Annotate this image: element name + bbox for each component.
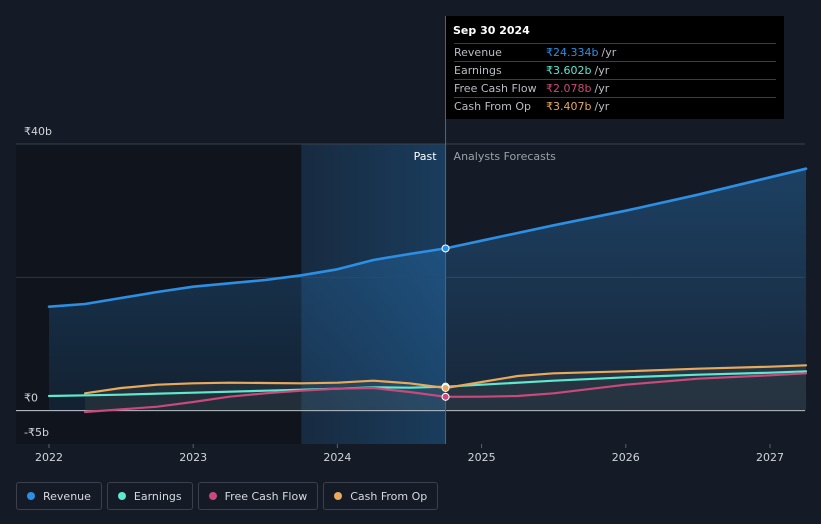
legend-dot-icon xyxy=(208,492,217,500)
data-point-cash-from-op xyxy=(441,383,450,392)
x-tick-label: 2026 xyxy=(612,451,640,464)
x-tick-label: 2023 xyxy=(179,451,207,464)
tooltip-unit: /yr xyxy=(594,82,610,95)
tooltip-label: Cash From Op xyxy=(454,100,532,113)
x-tick-label: 2027 xyxy=(756,451,784,464)
past-label: Past xyxy=(414,150,438,163)
data-point-revenue xyxy=(441,244,450,253)
legend-label: Earnings xyxy=(133,489,182,503)
tooltip-value: ₹2.078b xyxy=(546,82,592,95)
y-tick-label: ₹0 xyxy=(24,392,38,405)
tooltip-row-revenue: Revenue ₹24.334b /yr xyxy=(454,43,776,61)
series-area-revenue xyxy=(49,168,807,411)
x-tick-label: 2025 xyxy=(468,451,496,464)
tooltip-label: Earnings xyxy=(454,64,502,77)
series-line-revenue xyxy=(47,167,808,308)
legend-label: Cash From Op xyxy=(350,489,428,503)
forecast-label: Analysts Forecasts xyxy=(454,150,557,163)
legend: Revenue Earnings Free Cash Flow Cash Fro… xyxy=(16,482,439,510)
legend-item-revenue[interactable]: Revenue xyxy=(16,482,102,510)
tooltip-value: ₹24.334b xyxy=(546,46,599,59)
legend-dot-icon xyxy=(117,492,126,500)
tooltip-value: ₹3.602b xyxy=(546,64,592,77)
tooltip-label: Free Cash Flow xyxy=(454,82,537,95)
tooltip-row-earnings: Earnings ₹3.602b /yr xyxy=(454,61,776,79)
tooltip-unit: /yr xyxy=(601,46,617,59)
series-line-cash-from-op xyxy=(83,364,808,395)
legend-item-earnings[interactable]: Earnings xyxy=(106,482,193,510)
legend-label: Revenue xyxy=(43,489,91,503)
series-line-earnings xyxy=(47,370,808,398)
legend-item-cash-from-op[interactable]: Cash From Op xyxy=(323,482,439,510)
legend-dot-icon xyxy=(27,492,35,500)
tooltip-row-free-cash-flow: Free Cash Flow ₹2.078b /yr xyxy=(454,79,776,97)
y-tick-label: -₹5b xyxy=(24,426,49,439)
legend-label: Free Cash Flow xyxy=(224,489,308,503)
tooltip-date: Sep 30 2024 xyxy=(453,24,530,37)
y-tick-label: ₹40b xyxy=(24,125,52,138)
series-line-free-cash-flow xyxy=(83,372,808,414)
tooltip-label: Revenue xyxy=(454,46,502,59)
tooltip-unit: /yr xyxy=(594,100,610,113)
data-point-free-cash-flow xyxy=(441,392,450,401)
x-tick-label: 2022 xyxy=(35,451,63,464)
tooltip-row-cash-from-op: Cash From Op ₹3.407b /yr xyxy=(454,97,776,115)
tooltip-unit: /yr xyxy=(594,64,610,77)
legend-dot-icon xyxy=(334,492,343,500)
legend-item-free-cash-flow[interactable]: Free Cash Flow xyxy=(197,482,319,510)
tooltip-value: ₹3.407b xyxy=(546,100,592,113)
x-tick-label: 2024 xyxy=(323,451,351,464)
tooltip: Sep 30 2024 Revenue ₹24.334b /yr Earning… xyxy=(446,16,784,119)
